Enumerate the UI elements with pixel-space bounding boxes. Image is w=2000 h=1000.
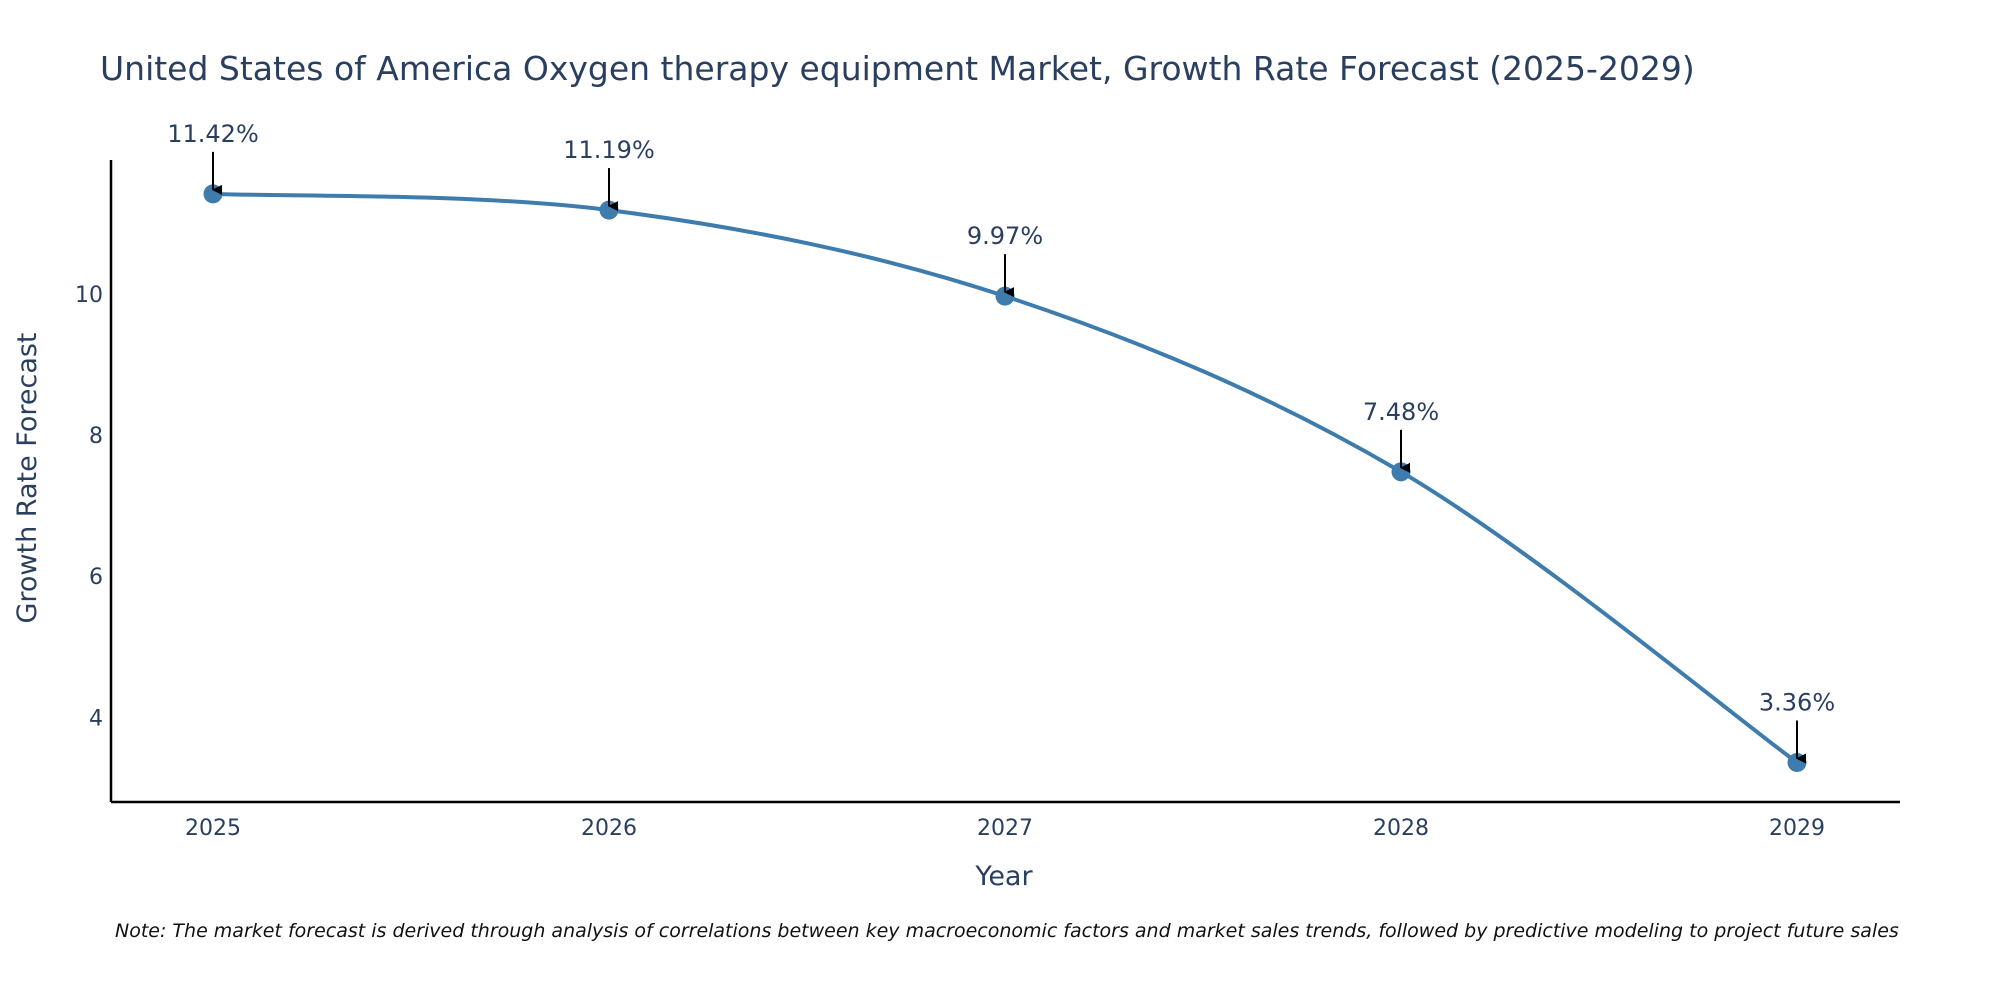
y-tick-label: 8 — [89, 424, 103, 449]
data-label: 3.36% — [1759, 688, 1835, 716]
data-label: 11.19% — [563, 136, 655, 164]
chart-title: United States of America Oxygen therapy … — [100, 49, 1695, 88]
y-tick-label: 6 — [89, 565, 103, 590]
x-tick-label: 2027 — [977, 816, 1033, 841]
x-tick-label: 2025 — [185, 816, 241, 841]
series-line — [212, 191, 1799, 765]
data-label: 9.97% — [967, 222, 1043, 250]
y-tick-label: 4 — [89, 706, 103, 731]
y-axis-title: Growth Rate Forecast — [12, 332, 43, 623]
y-tick-label: 10 — [75, 283, 103, 308]
data-label: 7.48% — [1363, 398, 1439, 426]
x-tick-label: 2026 — [581, 816, 637, 841]
forecast-note: Note: The market forecast is derived thr… — [115, 920, 1899, 942]
x-axis-title: Year — [974, 861, 1033, 892]
x-tick-label: 2028 — [1373, 816, 1429, 841]
x-tick-label: 2029 — [1769, 816, 1825, 841]
data-label: 11.42% — [167, 120, 259, 148]
